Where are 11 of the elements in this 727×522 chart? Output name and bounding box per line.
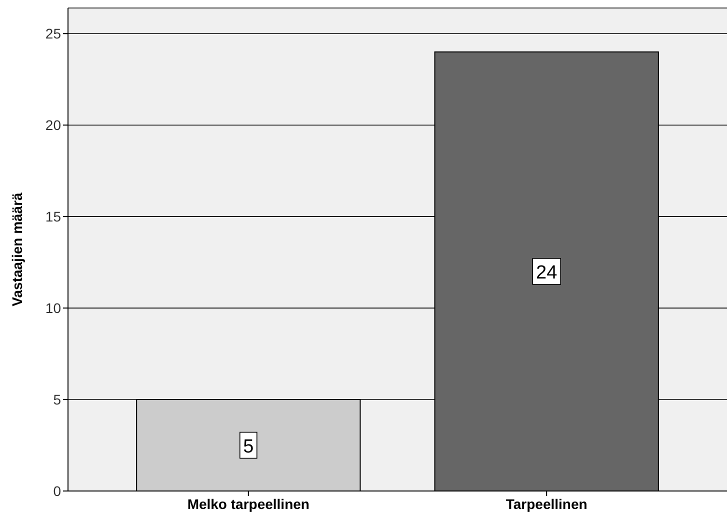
- y-tick-label: 5: [53, 392, 62, 408]
- x-tick-label: Tarpeellinen: [506, 496, 588, 512]
- y-tick-label: 25: [45, 26, 62, 42]
- y-tick-label: 10: [45, 300, 62, 316]
- x-tick-label: Melko tarpeellinen: [187, 496, 310, 512]
- data-label: 24: [536, 262, 558, 284]
- y-tick-label: 0: [53, 483, 62, 499]
- y-tick-label: 15: [45, 208, 62, 225]
- y-tick-label: 20: [45, 117, 62, 134]
- data-label: 5: [243, 436, 254, 458]
- y-axis-title: Vastaajien määrä: [9, 192, 25, 306]
